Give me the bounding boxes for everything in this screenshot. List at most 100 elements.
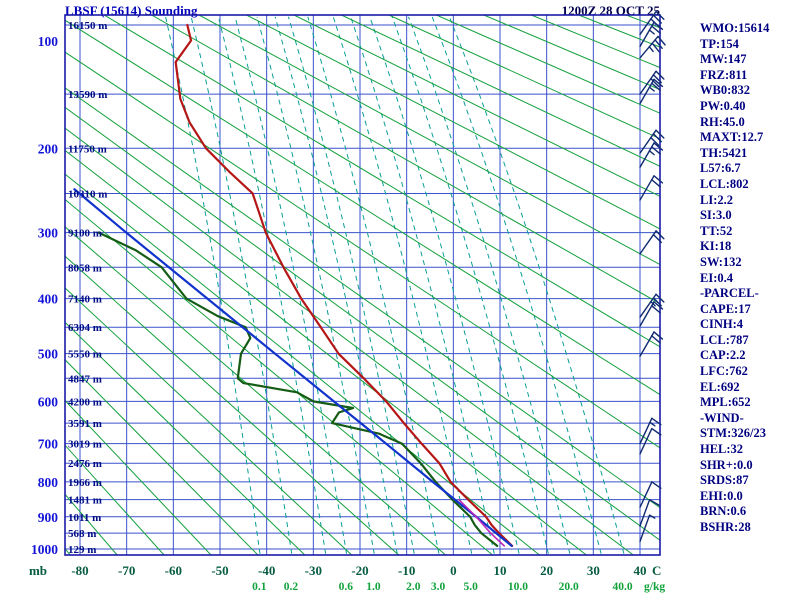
height-label: 1966 m bbox=[68, 477, 102, 489]
height-label: 3019 m bbox=[68, 439, 102, 451]
stats-panel: WMO:15614 TP:154 MW:147 FRZ:811 WB0:832 PW:0.… bbox=[700, 21, 769, 536]
mixing-ratio-label: 40.0 bbox=[613, 581, 633, 593]
stats-line: TH:5421 bbox=[700, 145, 748, 160]
wind-barbs bbox=[639, 10, 666, 543]
mixing-ratio-label: 3.0 bbox=[431, 581, 446, 593]
temp-tick-label: -80 bbox=[71, 563, 88, 578]
dry-adiabats bbox=[65, 15, 660, 555]
height-label: 7140 m bbox=[68, 294, 102, 306]
stats-line: CINH:4 bbox=[700, 317, 744, 332]
mixing-ratio-label: 0.2 bbox=[284, 581, 299, 593]
pressure-tick-label: 100 bbox=[38, 34, 59, 49]
height-label: 6304 m bbox=[68, 322, 102, 334]
temperature-curve bbox=[174, 23, 514, 547]
mixing-ratio-lines bbox=[165, 16, 625, 554]
stats-line: L57:6.7 bbox=[700, 161, 741, 176]
height-label: 5550 m bbox=[68, 349, 102, 361]
stats-line: TT:52 bbox=[700, 223, 733, 238]
parcel-curve bbox=[73, 188, 513, 547]
pressure-tick-label: 400 bbox=[38, 292, 59, 307]
pressure-tick-label: 800 bbox=[38, 475, 59, 490]
height-label: 568 m bbox=[68, 528, 96, 540]
temp-tick-label: -50 bbox=[211, 563, 228, 578]
temp-tick-label: 10 bbox=[494, 563, 507, 578]
mixing-ratio-label: 5.0 bbox=[464, 581, 479, 593]
temp-unit-label: C bbox=[652, 563, 661, 578]
height-label: 16150 m bbox=[68, 20, 107, 32]
stats-line: STM:326/23 bbox=[700, 426, 766, 441]
stats-line: EI:0.4 bbox=[700, 270, 733, 285]
stats-line: SW:132 bbox=[700, 254, 742, 269]
temp-tick-label: -60 bbox=[165, 563, 182, 578]
pressure-axis-labels: 100 200 300 400 500 600 700 800 900 1000 bbox=[31, 34, 58, 557]
temp-tick-label: -30 bbox=[305, 563, 322, 578]
height-label: 8058 m bbox=[68, 262, 102, 274]
pressure-tick-label: 500 bbox=[38, 347, 59, 362]
temp-tick-label: -20 bbox=[351, 563, 368, 578]
temp-tick-label: -70 bbox=[118, 563, 135, 578]
stats-line: BRN:0.6 bbox=[700, 504, 747, 519]
stats-line: SI:3.0 bbox=[700, 208, 732, 223]
height-label: 2476 m bbox=[68, 458, 102, 470]
stats-line: MW:147 bbox=[700, 52, 747, 67]
stats-line: CAP:2.2 bbox=[700, 348, 746, 363]
mixing-ratio-label: 2.0 bbox=[406, 581, 421, 593]
stats-line: MAXT:12.7 bbox=[700, 130, 764, 145]
height-label: 1481 m bbox=[68, 495, 102, 507]
stats-line: -PARCEL- bbox=[700, 286, 759, 301]
temp-tick-label: 0 bbox=[450, 563, 457, 578]
height-labels: 16150 m 13590 m 11750 m 10310 m 9100 m 8058 m… bbox=[68, 20, 107, 556]
stats-line: LCL:802 bbox=[700, 176, 749, 191]
temp-tick-label: -10 bbox=[398, 563, 415, 578]
height-label: 129 m bbox=[68, 544, 96, 556]
height-label: 4847 m bbox=[68, 373, 102, 385]
stats-line: HEL:32 bbox=[700, 442, 744, 457]
height-label: 11750 m bbox=[68, 143, 107, 155]
stats-line: LI:2.2 bbox=[700, 192, 733, 207]
height-label: 1011 m bbox=[68, 512, 101, 524]
pressure-tick-label: 900 bbox=[38, 510, 59, 525]
stats-line: -WIND- bbox=[700, 410, 744, 425]
stats-line: EL:692 bbox=[700, 379, 740, 394]
pressure-temp-grid bbox=[65, 15, 660, 555]
dewpoint-curve bbox=[97, 231, 499, 547]
pressure-tick-label: 1000 bbox=[31, 542, 58, 557]
stats-line: LCL:787 bbox=[700, 332, 749, 347]
height-label: 4200 m bbox=[68, 396, 102, 408]
stats-line: RH:45.0 bbox=[700, 114, 745, 129]
height-label: 3591 m bbox=[68, 418, 102, 430]
stats-line: WMO:15614 bbox=[700, 21, 770, 35]
stats-line: KI:18 bbox=[700, 239, 732, 254]
mixing-ratio-label: 1.0 bbox=[366, 581, 381, 593]
wet_bulb-curve bbox=[458, 498, 506, 547]
pressure-tick-label: 200 bbox=[38, 141, 59, 156]
pressure-tick-label: 600 bbox=[38, 394, 59, 409]
temp-tick-label: 40 bbox=[634, 563, 647, 578]
stats-line: MPL:652 bbox=[700, 395, 751, 410]
stats-line: EHI:0.0 bbox=[700, 488, 743, 503]
mixing-ratio-label: 20.0 bbox=[559, 581, 579, 593]
height-label: 13590 m bbox=[68, 89, 107, 101]
stats-line: FRZ:811 bbox=[700, 67, 748, 82]
pressure-unit-label: mb bbox=[29, 563, 47, 578]
stats-line: SHR+:0.0 bbox=[700, 457, 753, 472]
stats-line: PW:0.40 bbox=[700, 98, 746, 113]
chart-border bbox=[64, 14, 661, 556]
height-label: 10310 m bbox=[68, 188, 107, 200]
temp-tick-label: 20 bbox=[540, 563, 553, 578]
stats-line: TP:154 bbox=[700, 36, 739, 51]
stats-line: BSHR:28 bbox=[700, 520, 751, 534]
temp-tick-label: -40 bbox=[258, 563, 275, 578]
stats-line: CAPE:17 bbox=[700, 301, 751, 316]
stats-line: LFC:762 bbox=[700, 364, 748, 379]
height-label: 9100 m bbox=[68, 228, 102, 240]
mixing-ratio-label: 0.6 bbox=[339, 581, 354, 593]
stats-line: SRDS:87 bbox=[700, 473, 749, 488]
mixing-ratio-labels: 0.1 0.2 0.6 1.0 2.0 3.0 5.0 10.0 20.0 40.0 g/kg bbox=[252, 581, 665, 593]
mixing-ratio-label: 0.1 bbox=[252, 581, 267, 593]
pressure-tick-label: 700 bbox=[38, 437, 59, 452]
temp-tick-label: 30 bbox=[587, 563, 600, 578]
mixing-unit-label: g/kg bbox=[644, 581, 665, 593]
